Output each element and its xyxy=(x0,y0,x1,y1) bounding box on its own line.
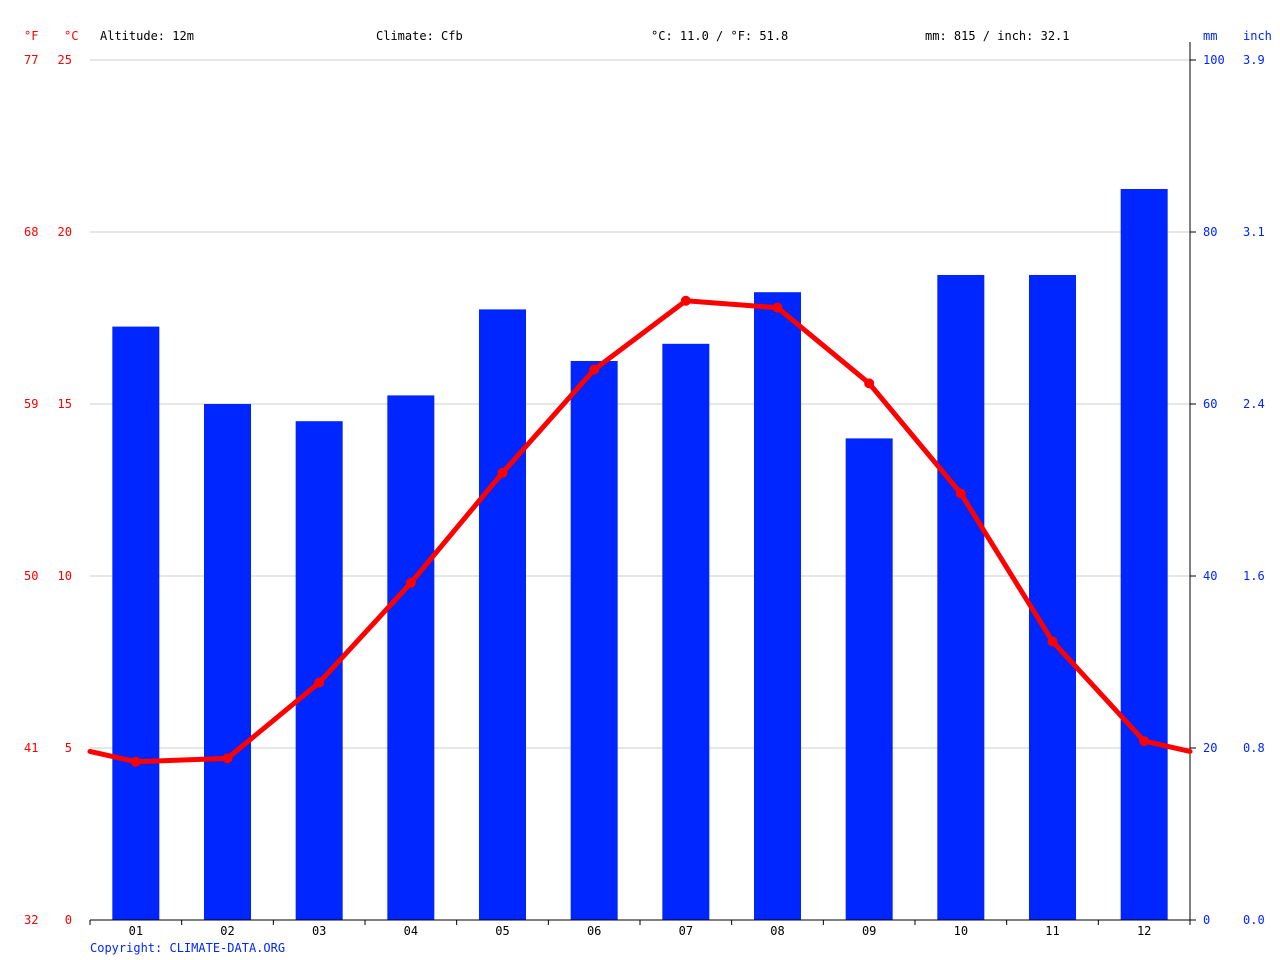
y-tick-label-fahrenheit: 68 xyxy=(24,225,38,239)
temperature-point xyxy=(772,302,783,313)
precipitation-bar xyxy=(845,438,893,920)
y-tick-label-celsius: 15 xyxy=(58,397,72,411)
precipitation-bar xyxy=(204,404,251,920)
unit-mm-label: mm xyxy=(1203,29,1217,43)
precipitation-bar xyxy=(1029,275,1076,920)
unit-fahrenheit-label: °F xyxy=(24,29,38,43)
x-tick-label: 05 xyxy=(495,924,509,938)
y-tick-label-celsius: 25 xyxy=(58,53,72,67)
climate-label: Climate: Cfb xyxy=(376,29,463,43)
x-tick-label: 03 xyxy=(312,924,326,938)
x-tick-label: 08 xyxy=(770,924,784,938)
temperature-point xyxy=(405,577,416,588)
y-tick-label-mm: 60 xyxy=(1203,397,1217,411)
temperature-series-line xyxy=(87,298,1193,765)
precipitation-bar xyxy=(479,309,526,920)
y-tick-label-celsius: 10 xyxy=(58,569,72,583)
temperature-point xyxy=(589,364,600,375)
precipitation-bar xyxy=(754,292,801,920)
temperature-line xyxy=(87,295,1193,767)
y-tick-label-inch: 3.9 xyxy=(1243,53,1265,67)
gridlines xyxy=(90,59,1190,749)
y-tick-label-fahrenheit: 59 xyxy=(24,397,38,411)
precipitation-bar xyxy=(662,343,710,920)
temperature-point xyxy=(1139,736,1150,747)
temperature-point xyxy=(130,756,141,767)
y-tick-label-fahrenheit: 32 xyxy=(24,913,38,927)
y-tick-label-celsius: 5 xyxy=(65,741,72,755)
precipitation-bar xyxy=(387,395,435,920)
y-tick-label-inch: 1.6 xyxy=(1243,569,1265,583)
precipitation-bars xyxy=(112,189,1168,921)
x-tick-label: 01 xyxy=(129,924,143,938)
precipitation-bar xyxy=(295,421,343,920)
x-tick-label: 12 xyxy=(1137,924,1151,938)
temperature-point xyxy=(314,677,325,688)
precipitation-bar xyxy=(112,326,160,921)
x-tick-label: 02 xyxy=(220,924,234,938)
precipitation-bar xyxy=(570,361,618,920)
y-tick-label-fahrenheit: 50 xyxy=(24,569,38,583)
y-tick-label-inch: 0.8 xyxy=(1243,741,1265,755)
y-tick-label-fahrenheit: 77 xyxy=(24,53,38,67)
altitude-label: Altitude: 12m xyxy=(100,29,194,43)
temperature-point xyxy=(497,467,508,478)
tick-labels: 32 0 0 0.0 41 5 20 0.8 50 10 40 1.6 59 15 60 2.4 68 20 80 3… xyxy=(24,53,1265,938)
y-tick-label-mm: 40 xyxy=(1203,569,1217,583)
y-tick-label-inch: 3.1 xyxy=(1243,225,1265,239)
x-tick-label: 09 xyxy=(862,924,876,938)
y-tick-label-mm: 20 xyxy=(1203,741,1217,755)
temperature-point xyxy=(1047,636,1058,647)
temperature-point xyxy=(864,378,875,389)
precipitation-bar xyxy=(1120,189,1168,920)
y-tick-label-celsius: 20 xyxy=(58,225,72,239)
y-tick-label-fahrenheit: 41 xyxy=(24,741,38,755)
x-tick-label: 06 xyxy=(587,924,601,938)
y-tick-label-mm: 100 xyxy=(1203,53,1225,67)
precipitation-bar xyxy=(937,275,985,920)
temperature-average-label: °C: 11.0 / °F: 51.8 xyxy=(651,29,788,43)
temperature-point xyxy=(955,488,966,499)
copyright-link[interactable]: Copyright: CLIMATE-DATA.ORG xyxy=(90,941,285,955)
precipitation-total-label: mm: 815 / inch: 32.1 xyxy=(925,29,1070,43)
x-tick-label: 07 xyxy=(679,924,693,938)
y-tick-label-celsius: 0 xyxy=(65,913,72,927)
unit-celsius-label: °C xyxy=(64,29,78,43)
y-tick-label-mm: 80 xyxy=(1203,225,1217,239)
x-tick-label: 11 xyxy=(1045,924,1059,938)
y-tick-label-inch: 0.0 xyxy=(1243,913,1265,927)
x-tick-label: 04 xyxy=(404,924,418,938)
axes xyxy=(89,42,1196,925)
temperature-point xyxy=(680,295,691,306)
temperature-point xyxy=(222,753,233,764)
y-tick-label-inch: 2.4 xyxy=(1243,397,1265,411)
unit-inch-label: inch xyxy=(1243,29,1272,43)
x-tick-label: 10 xyxy=(954,924,968,938)
y-tick-label-mm: 0 xyxy=(1203,913,1210,927)
